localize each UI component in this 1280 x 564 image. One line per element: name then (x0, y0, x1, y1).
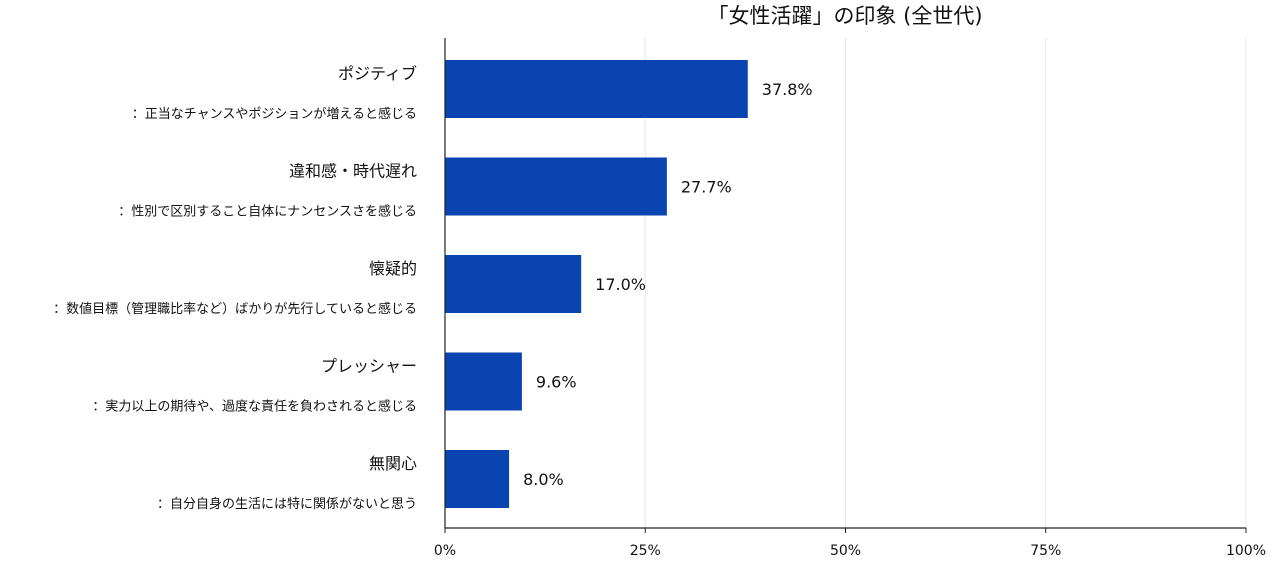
category-label: ポジティブ (338, 64, 417, 83)
bar-value-label: 27.7% (681, 178, 732, 197)
bar-4 (445, 352, 522, 411)
bar-value-label: 37.8% (762, 80, 813, 99)
chart-title: 「女性活躍」の印象 (全世代) (707, 4, 982, 28)
bar-3 (445, 255, 582, 313)
category-description: ：実力以上の期待や、過度な責任を負わされると感じる (92, 399, 417, 415)
category-label: 違和感・時代遅れ (289, 162, 417, 181)
category-description: ：性別で区別すること自体にナンセンスさを感じる (118, 204, 417, 220)
category-description: ：正当なチャンスやポジションが増えると感じる (132, 106, 417, 122)
x-tick-label: 50% (830, 543, 861, 559)
x-tick-label: 75% (1030, 543, 1061, 559)
category-description: ：自分自身の生活には特に関係がないと思う (157, 496, 417, 512)
x-tick-label: 0% (434, 543, 456, 559)
x-tick-label: 25% (630, 543, 661, 559)
bar-1 (445, 60, 748, 118)
x-tick-label: 100% (1226, 543, 1266, 559)
bar-5 (445, 450, 510, 508)
category-description: ：数値目標（管理職比率など）ばかりが先行していると感じる (53, 301, 417, 317)
category-label: 懐疑的 (369, 259, 417, 278)
category-label: 無関心 (369, 454, 417, 473)
bar-value-label: 8.0% (523, 470, 564, 489)
bar-value-label: 17.0% (595, 275, 646, 294)
bar-2 (445, 157, 667, 216)
bar-value-label: 9.6% (536, 373, 577, 392)
category-label: プレッシャー (321, 357, 417, 376)
